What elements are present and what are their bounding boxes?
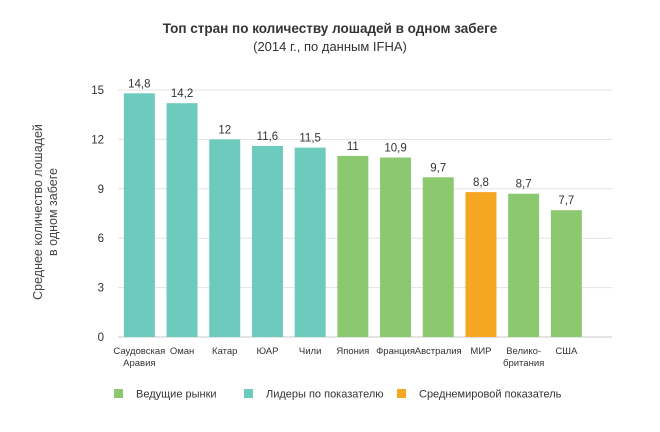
y-tick-label: 12: [91, 134, 104, 146]
data-label: 7,7: [558, 195, 574, 207]
y-tick-label: 9: [98, 184, 104, 196]
chart-title: Топ стран по количеству лошадей в одном …: [163, 21, 498, 36]
y-axis-title-line: Среднее количество лошадей: [31, 124, 45, 300]
value-labels: 14,8 14,2 12 11,6 11,5 11 10,9 9,7 8,8 8,7 7,7: [128, 78, 574, 207]
bar-9: [465, 192, 497, 337]
data-label: 11,5: [299, 133, 321, 145]
bar-5: [294, 147, 326, 337]
x-tick-label-line: Саудовская: [113, 346, 165, 357]
bar-2: [166, 103, 198, 337]
x-axis-labels: Саудовская Аравия Оман Катар ЮАР Чили Япония Фр…: [113, 346, 578, 369]
x-tick-label: Австралия: [415, 346, 462, 357]
data-label: 10,9: [384, 143, 406, 155]
x-tick-label: США: [555, 346, 578, 357]
bars: [123, 93, 582, 337]
data-label: 14,2: [171, 88, 193, 100]
x-tick-label-line: США: [555, 346, 578, 357]
x-tick-label-line: Велико-: [506, 346, 541, 357]
x-tick-label: Катар: [212, 346, 237, 357]
x-tick-label: Чили: [299, 346, 322, 357]
legend-label-leaders: Лидеры по показателю: [266, 389, 384, 401]
y-axis-label: Среднее количество лошадейв одном забеге: [31, 124, 60, 300]
legend-swatch-world: [397, 389, 406, 398]
x-tick-label-line: британия: [503, 358, 544, 369]
data-label: 8,7: [516, 179, 532, 191]
data-label: 12: [218, 124, 231, 136]
data-label: 8,8: [473, 177, 489, 189]
x-tick-label-line: Аравия: [123, 358, 155, 369]
data-label: 14,8: [128, 78, 150, 90]
x-tick-label-line: Франция: [376, 346, 415, 357]
x-tick-label-line: Австралия: [415, 346, 462, 357]
x-tick-label-line: Катар: [212, 346, 237, 357]
data-label: 11: [347, 141, 359, 153]
x-tick-label: Франция: [376, 346, 415, 357]
y-tick-label: 15: [91, 85, 104, 97]
legend-label-world: Среднемировой показатель: [419, 389, 562, 401]
x-tick-label: Саудовская Аравия: [113, 346, 165, 369]
bar-3: [209, 139, 241, 337]
y-tick-label: 6: [98, 233, 104, 245]
y-tick-label: 0: [98, 332, 104, 344]
x-tick-label-line: МИР: [470, 346, 491, 357]
chart-subtitle: (2014 г., по данным IFHA): [253, 39, 407, 54]
data-label: 9,7: [430, 162, 446, 174]
y-axis-title: Среднее количество лошадейв одном забеге: [31, 124, 60, 300]
bar-1: [123, 93, 155, 337]
x-tick-label: Япония: [336, 346, 369, 357]
x-tick-label: Велико-британия: [503, 346, 544, 369]
data-label: 11,6: [257, 131, 279, 143]
y-tick-label: 3: [98, 283, 104, 295]
x-tick-label-line: ЮАР: [256, 346, 278, 357]
legend-label-markets: Ведущие рынки: [136, 389, 217, 401]
y-axis-ticks: 0 3 6 9 12 15: [91, 85, 104, 344]
legend: Ведущие рынки Лидеры по показателю Среднем…: [114, 389, 562, 401]
legend-swatch-leaders: [244, 389, 253, 398]
x-tick-label: Оман: [170, 346, 194, 357]
bar-8: [422, 177, 454, 337]
bar-4: [251, 145, 283, 337]
x-tick-label: МИР: [470, 346, 491, 357]
x-tick-label-line: Чили: [299, 346, 322, 357]
x-tick-label-line: Япония: [336, 346, 369, 357]
y-axis-title-line: в одном забеге: [46, 168, 60, 256]
x-tick-label-line: Оман: [170, 346, 194, 357]
bar-10: [508, 193, 540, 337]
bar-6: [337, 155, 369, 337]
x-tick-label: ЮАР: [256, 346, 278, 357]
legend-swatch-markets: [114, 389, 123, 398]
bar-7: [380, 157, 412, 337]
bar-11: [550, 210, 582, 337]
